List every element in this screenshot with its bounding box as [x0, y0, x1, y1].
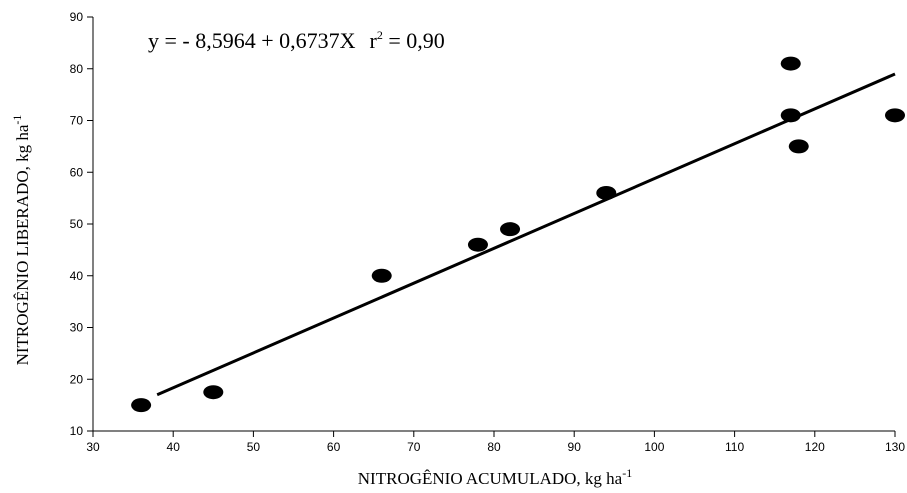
equation-r2-label: r — [370, 28, 378, 53]
y-axis-title: NITROGÊNIO LIBERADO, kg ha-1 — [10, 115, 32, 366]
trend-line — [156, 72, 896, 397]
y-tick-label: 50 — [70, 217, 84, 231]
y-axis: 10 20 30 40 50 60 70 80 90 — [70, 10, 94, 438]
data-point — [788, 139, 809, 154]
data-point — [780, 56, 801, 71]
data-point — [371, 268, 392, 283]
x-tick-label: 100 — [644, 440, 664, 454]
x-axis-title: NITROGÊNIO ACUMULADO, kg ha-1 — [358, 466, 632, 488]
data-point — [131, 398, 152, 413]
x-axis: 30 40 50 60 70 80 90 100 110 120 130 — [86, 430, 905, 454]
y-tick-label: 20 — [70, 372, 84, 386]
data-point — [500, 222, 521, 237]
x-axis-title-superscript: -1 — [622, 466, 632, 480]
x-tick-label: 60 — [327, 440, 341, 454]
x-tick-label: 30 — [86, 440, 100, 454]
data-point — [467, 237, 488, 252]
x-tick-label: 120 — [805, 440, 825, 454]
y-tick-label: 10 — [70, 424, 84, 438]
y-ticks: 10 20 30 40 50 60 70 80 90 — [70, 10, 93, 438]
data-point — [596, 185, 617, 200]
x-tick-label: 40 — [167, 440, 181, 454]
equation-r2-value: = 0,90 — [383, 28, 445, 53]
equation-r2-exponent: 2 — [377, 28, 383, 42]
y-tick-label: 30 — [70, 321, 84, 335]
y-tick-label: 60 — [70, 165, 84, 179]
data-points — [131, 56, 905, 413]
y-tick-label: 80 — [70, 62, 84, 76]
x-tick-label: 110 — [725, 440, 744, 454]
x-tick-label: 130 — [885, 440, 905, 454]
regression-equation: y = - 8,5964 + 0,6737X r2 = 0,90 — [148, 28, 445, 53]
y-tick-label: 90 — [70, 10, 84, 24]
y-tick-label: 40 — [70, 269, 84, 283]
x-tick-label: 50 — [247, 440, 261, 454]
x-tick-label: 80 — [487, 440, 501, 454]
y-axis-title-text: NITROGÊNIO LIBERADO, kg ha — [13, 124, 32, 365]
x-ticks: 30 40 50 60 70 80 90 100 110 120 130 — [86, 431, 905, 454]
y-tick-label: 70 — [70, 114, 84, 128]
x-tick-label: 90 — [568, 440, 582, 454]
x-tick-label: 70 — [407, 440, 421, 454]
y-axis-title-superscript: -1 — [10, 115, 24, 125]
data-point — [203, 385, 224, 400]
data-point — [780, 108, 801, 123]
x-axis-title-text: NITROGÊNIO ACUMULADO, kg ha — [358, 469, 623, 488]
data-point — [885, 108, 905, 123]
equation-main: y = - 8,5964 + 0,6737X — [148, 28, 356, 53]
